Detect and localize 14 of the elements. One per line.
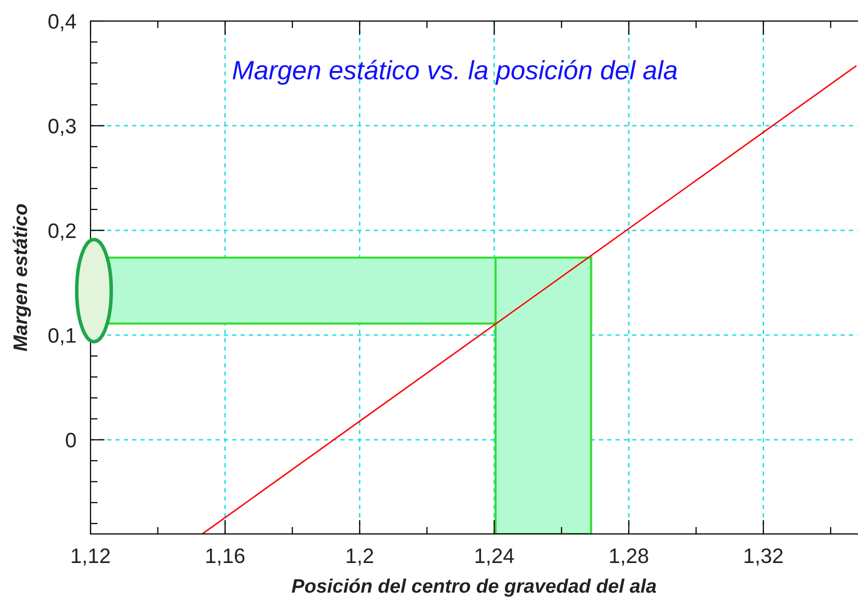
x-tick-label: 1,12 — [72, 548, 110, 566]
y-axis-title: Margen estático — [12, 204, 32, 352]
x-tick-label: 1,28 — [610, 548, 648, 566]
y-tick-label: 0,2 — [48, 223, 76, 241]
text: Margen estático vs. la posición del ala — [232, 60, 677, 85]
x-tick-label: 1,32 — [744, 548, 783, 566]
x-tick-label: 1,24 — [476, 548, 514, 566]
y-tick-label: 0,1 — [48, 328, 76, 346]
y-tick-label: 0,4 — [48, 14, 76, 32]
x-tick-label: 1,2 — [346, 548, 374, 566]
x-axis-title: Posición del centro de gravedad del ala — [292, 578, 656, 597]
x-tick-label: 1,16 — [206, 548, 244, 566]
y-tick-label: 0 — [66, 432, 76, 448]
y-tick-label: 0,3 — [48, 118, 76, 136]
